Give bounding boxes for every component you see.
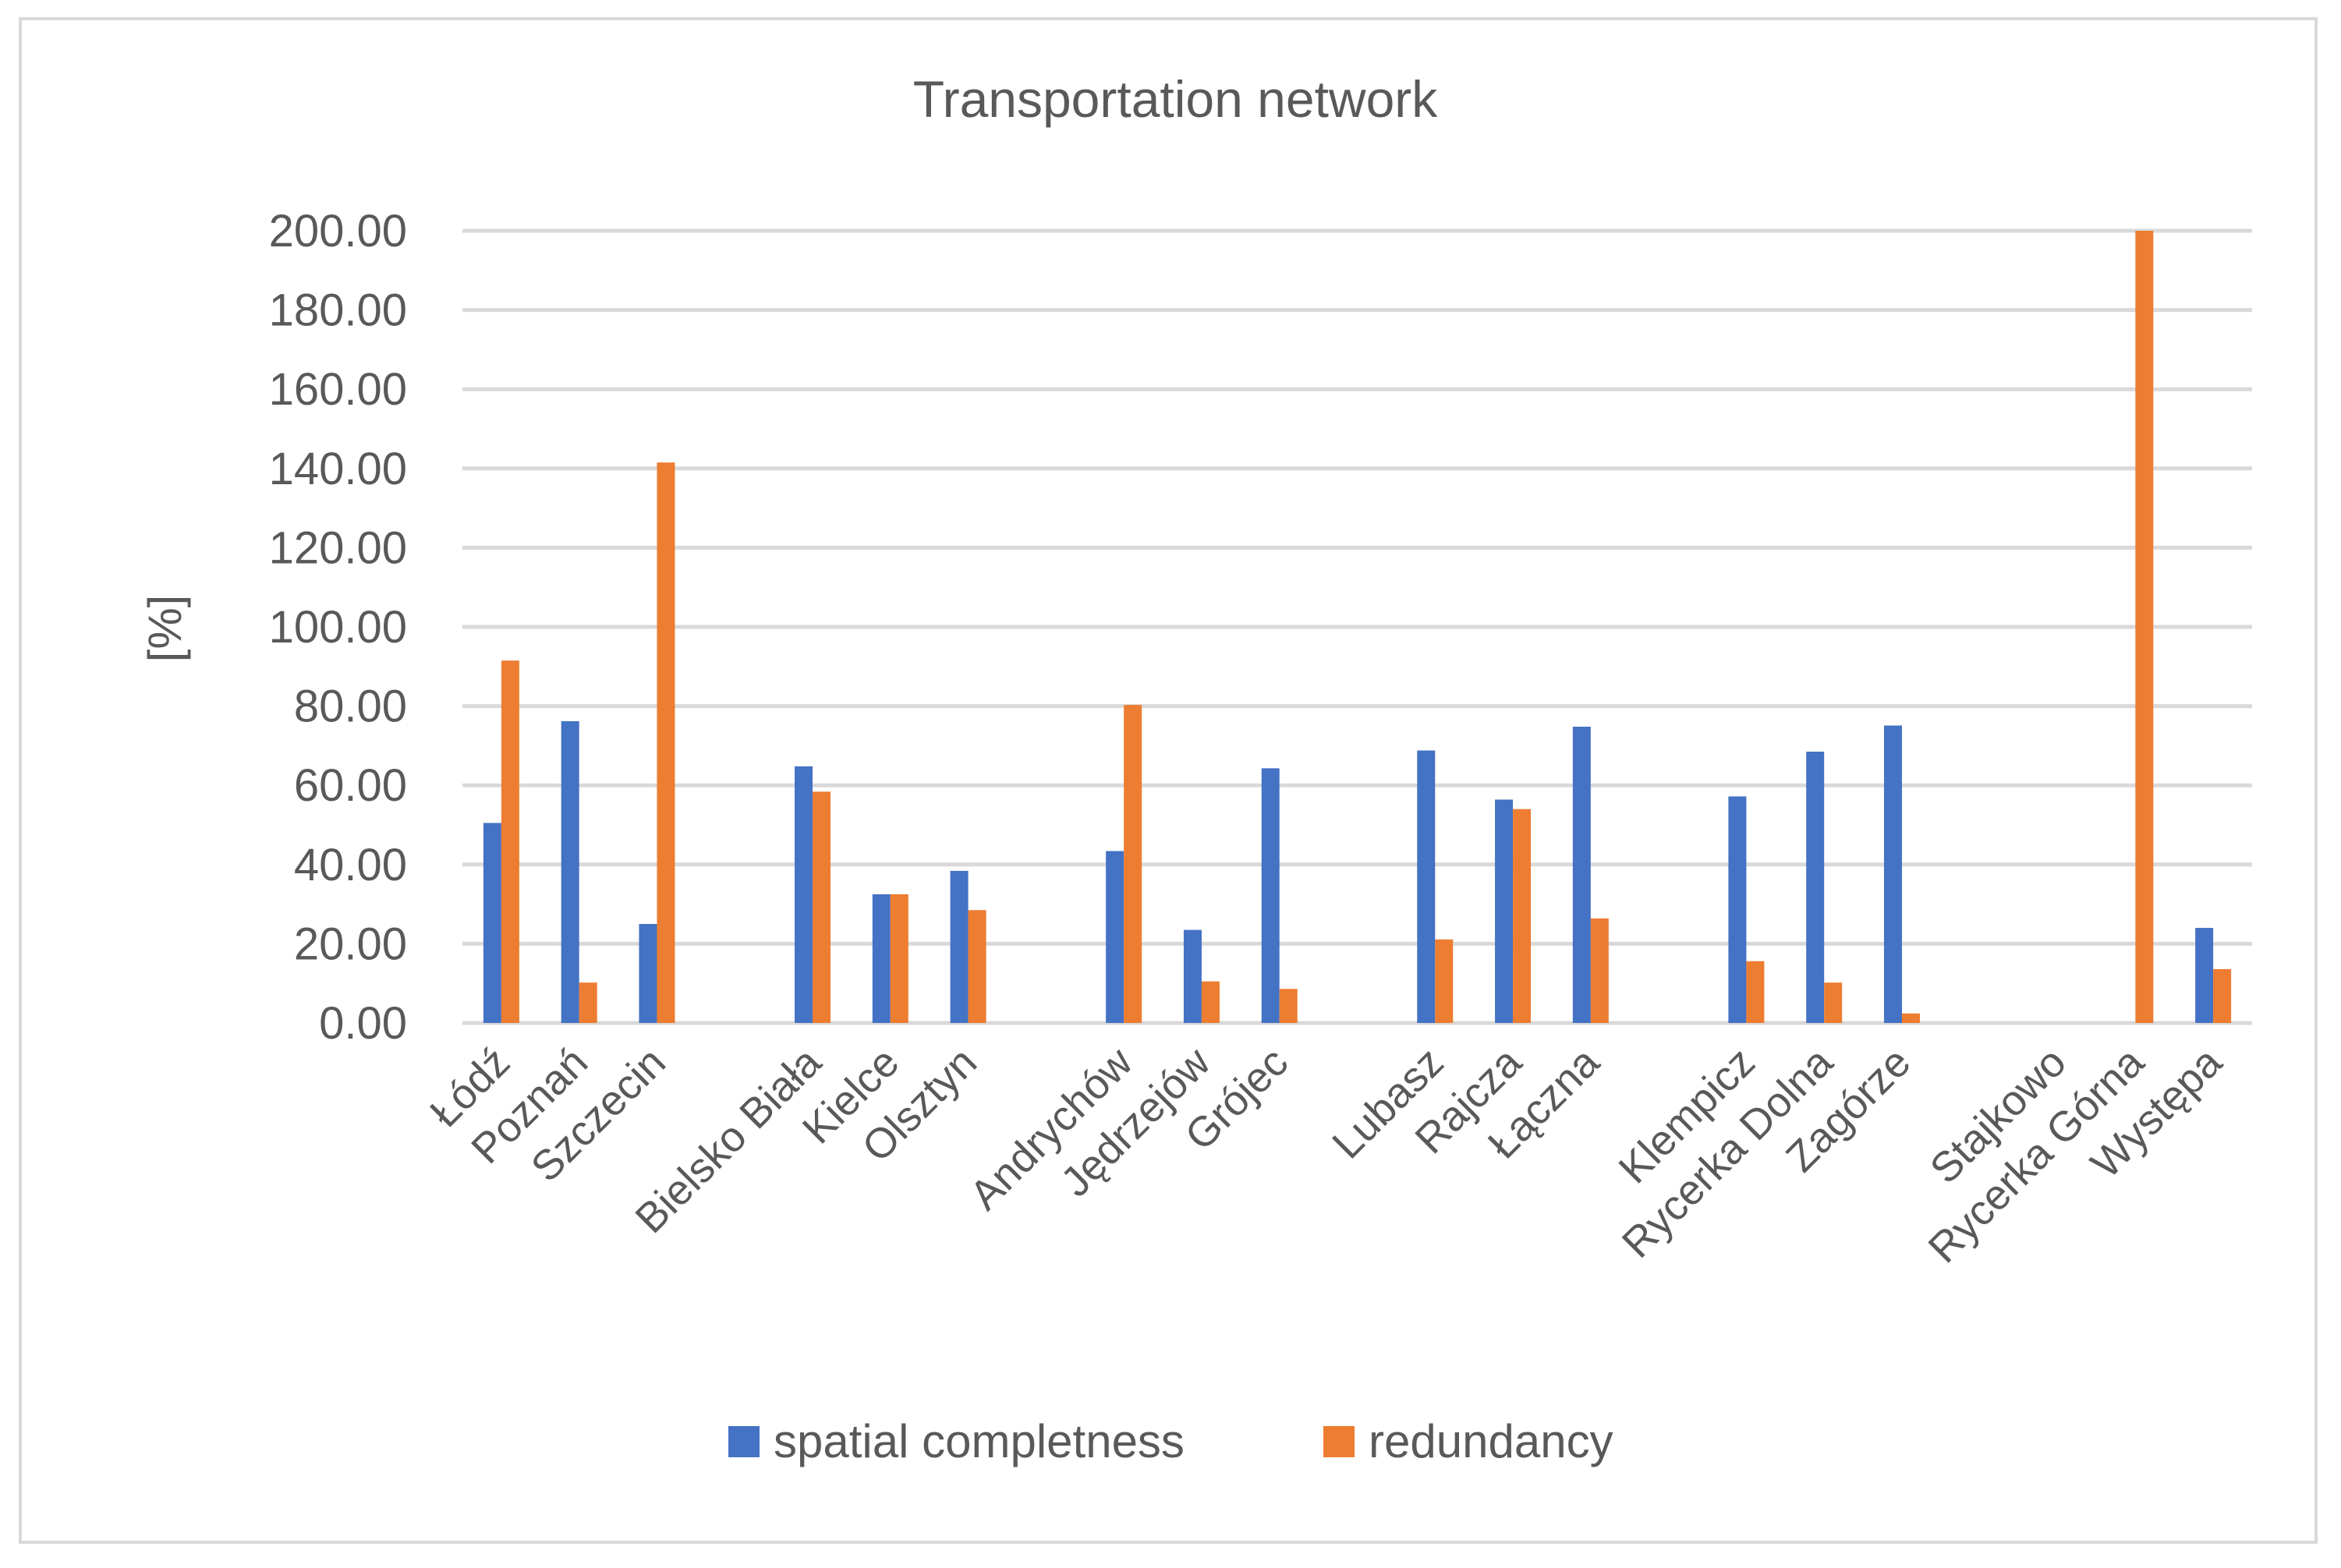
bar-redundancy <box>1124 705 1142 1023</box>
bar-redundancy <box>1590 918 1609 1023</box>
bar-spatial-completness <box>950 870 969 1023</box>
chart-frame: Transportation network 0.00 20.00 40.00 60.… <box>19 17 2318 1544</box>
bar-spatial-completness <box>1728 796 1747 1023</box>
bar-redundancy <box>1746 961 1765 1023</box>
y-tick-label: 120.00 <box>269 522 407 573</box>
bar-redundancy <box>579 982 597 1023</box>
chart-title: Transportation network <box>913 70 1439 128</box>
bar-spatial-completness <box>1883 725 1902 1023</box>
bar-redundancy <box>657 462 675 1023</box>
bar-chart: Transportation network 0.00 20.00 40.00 60.… <box>139 70 2252 1467</box>
bar-redundancy <box>1513 809 1532 1023</box>
bar-redundancy <box>2135 231 2154 1023</box>
bar-spatial-completness <box>561 720 579 1023</box>
bar-redundancy <box>1435 939 1454 1023</box>
y-axis-label: [%] <box>139 595 191 663</box>
bar-spatial-completness <box>1106 851 1124 1023</box>
bar-redundancy <box>1279 989 1298 1023</box>
bar-spatial-completness <box>1417 750 1436 1023</box>
legend: spatial completness redundancy <box>728 1415 1613 1467</box>
bar-spatial-completness <box>1806 752 1825 1023</box>
legend-swatch-spatial-completness <box>728 1426 760 1457</box>
legend-swatch-redundancy <box>1323 1426 1355 1457</box>
y-tick-label: 60.00 <box>294 760 407 811</box>
bar-spatial-completness <box>2195 928 2214 1023</box>
bar-spatial-completness <box>1495 799 1514 1023</box>
bar-spatial-completness <box>795 766 813 1023</box>
y-tick-label: 100.00 <box>269 602 407 653</box>
y-tick-label: 160.00 <box>269 364 407 415</box>
gridlines <box>462 228 2252 1025</box>
y-tick-label: 40.00 <box>294 840 407 890</box>
y-tick-label: 200.00 <box>269 206 407 257</box>
bar-redundancy <box>968 910 986 1023</box>
bar-redundancy <box>1901 1013 1920 1023</box>
bar-redundancy <box>1824 982 1843 1023</box>
bar-spatial-completness <box>639 924 657 1023</box>
legend-label-spatial-completness: spatial completness <box>774 1415 1185 1467</box>
y-tick-label: 20.00 <box>294 919 407 969</box>
bar-redundancy <box>1201 981 1220 1023</box>
bar-spatial-completness <box>872 894 891 1023</box>
bar-spatial-completness <box>1572 727 1591 1023</box>
bar-redundancy <box>890 894 908 1023</box>
y-tick-label: 140.00 <box>269 444 407 494</box>
bar-spatial-completness <box>1183 929 1202 1023</box>
bar-spatial-completness <box>483 823 501 1023</box>
bars <box>483 231 2232 1023</box>
bar-redundancy <box>813 791 831 1023</box>
y-axis-ticks: 0.00 20.00 40.00 60.00 80.00 100.00 120.00 140.… <box>269 206 407 1049</box>
bar-redundancy <box>501 660 519 1023</box>
legend-label-redundancy: redundancy <box>1369 1415 1613 1467</box>
bar-redundancy <box>2213 968 2232 1023</box>
y-tick-label: 180.00 <box>269 285 407 336</box>
y-tick-label: 80.00 <box>294 681 407 732</box>
bar-spatial-completness <box>1261 768 1280 1023</box>
y-tick-label: 0.00 <box>319 998 407 1049</box>
